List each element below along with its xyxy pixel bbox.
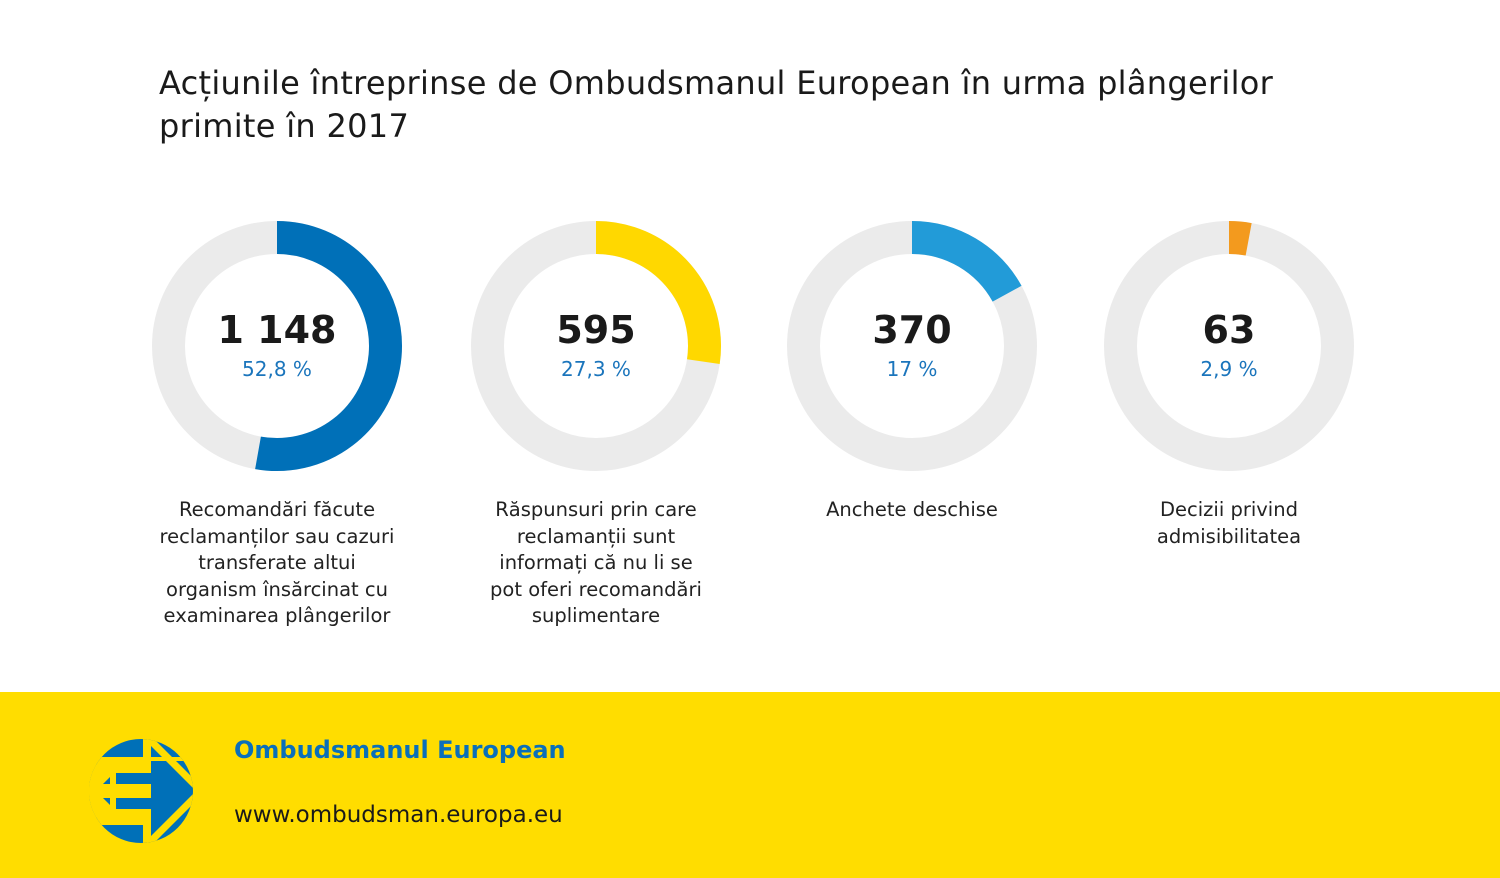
donut-value-label: 595	[556, 308, 636, 352]
chart-title: Acțiunile întreprinse de Ombudsmanul Eur…	[159, 64, 1274, 145]
website-link[interactable]: www.ombudsman.europa.eu	[234, 802, 563, 828]
donut-category-label: Răspunsuri prin care reclamanții sunt in…	[490, 498, 702, 627]
donut-value-label: 1 148	[217, 308, 337, 352]
donut-value-label: 63	[1202, 308, 1256, 352]
donut-category-label: Decizii privind admisibilitatea	[1156, 498, 1302, 548]
donut-segment	[255, 221, 402, 471]
ombudsman-logo-icon	[89, 739, 193, 843]
donut-segment	[911, 221, 1022, 303]
donut-charts: 1 148 52,8 % Recomandări făcute reclamanți…	[152, 221, 1354, 627]
donut-category-label: Recomandări făcute reclamanților sau caz…	[159, 498, 395, 627]
donut-category-label: Anchete deschise	[826, 498, 998, 521]
footer: Ombudsmanul European www.ombudsman.europ…	[0, 692, 1500, 878]
donut-percent-label: 2,9 %	[1200, 357, 1258, 381]
donut-segment	[595, 221, 721, 364]
donut-percent-label: 17 %	[886, 357, 938, 381]
donut-svg	[152, 221, 1354, 471]
donut-segment	[1228, 221, 1252, 256]
donut-value-label: 370	[872, 308, 952, 352]
organization-name: Ombudsmanul European	[234, 736, 566, 764]
donut-percent-label: 27,3 %	[561, 357, 631, 381]
donut-percent-label: 52,8 %	[242, 357, 312, 381]
